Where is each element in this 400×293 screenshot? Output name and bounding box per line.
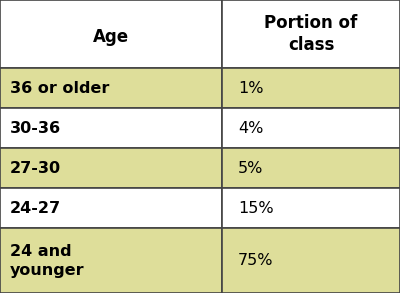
Text: 27-30: 27-30 bbox=[10, 161, 61, 176]
Bar bbox=[222, 188, 400, 229]
Bar bbox=[0, 148, 222, 188]
Text: Portion of
class: Portion of class bbox=[264, 13, 358, 54]
Bar bbox=[222, 229, 400, 293]
Text: 5%: 5% bbox=[238, 161, 263, 176]
Bar bbox=[0, 68, 222, 108]
Text: 15%: 15% bbox=[238, 201, 274, 216]
Text: Age: Age bbox=[93, 28, 129, 46]
Bar bbox=[222, 108, 400, 148]
Text: 24 and
younger: 24 and younger bbox=[10, 244, 85, 277]
Text: 30-36: 30-36 bbox=[10, 121, 61, 136]
Bar bbox=[0, 0, 222, 68]
Bar bbox=[222, 0, 400, 68]
Text: 36 or older: 36 or older bbox=[10, 81, 109, 96]
Bar bbox=[0, 229, 222, 293]
Bar bbox=[0, 188, 222, 229]
Text: 4%: 4% bbox=[238, 121, 263, 136]
Text: 24-27: 24-27 bbox=[10, 201, 61, 216]
Text: 1%: 1% bbox=[238, 81, 264, 96]
Bar bbox=[0, 108, 222, 148]
Text: 75%: 75% bbox=[238, 253, 274, 268]
Bar bbox=[222, 148, 400, 188]
Bar bbox=[222, 68, 400, 108]
